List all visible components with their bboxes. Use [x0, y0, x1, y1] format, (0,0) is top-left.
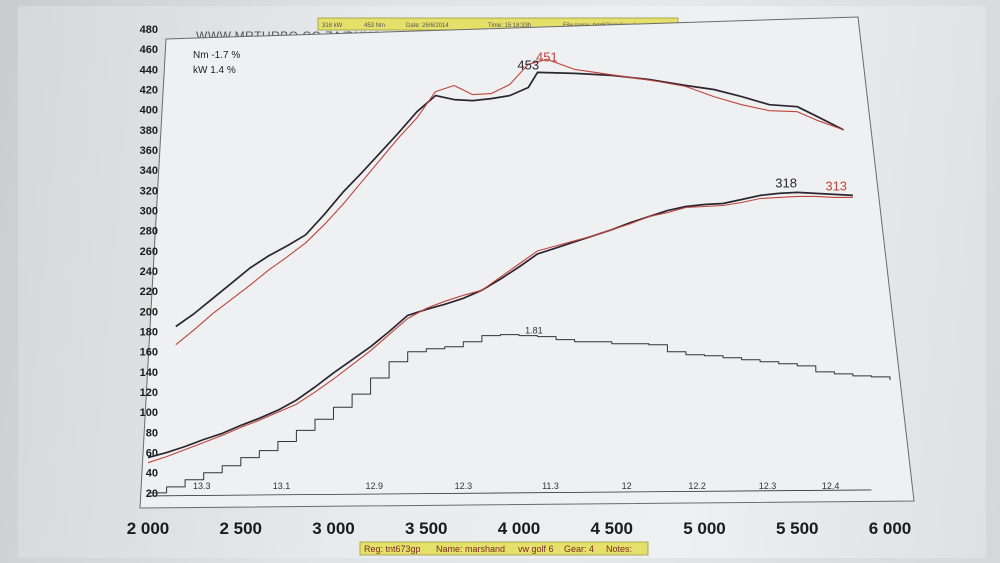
- y-tick-label: 140: [140, 367, 158, 379]
- plot-frame: [139, 16, 915, 509]
- x-tick-label: 4 500: [590, 519, 633, 538]
- power-line-run-a: [147, 191, 853, 459]
- y-tick-label: 200: [140, 306, 158, 318]
- y-tick-label: 420: [140, 85, 158, 97]
- dyno-chart: 318 kW 453 Nm Date: 26/6/2014 Time: 15:1…: [127, 16, 915, 556]
- x-tick-label: 3 000: [312, 519, 355, 538]
- peak-label: 318: [775, 175, 797, 190]
- series-layer: [147, 58, 891, 497]
- peak-label: 453: [517, 57, 539, 72]
- y-tick-label: 160: [140, 347, 158, 359]
- x-tick-label: 2 000: [127, 519, 170, 538]
- x-tick-label: 5 500: [776, 519, 819, 538]
- nm-diff-stat: Nm -1.7 %: [193, 50, 240, 61]
- kw-diff-stat: kW 1.4 %: [193, 65, 236, 76]
- footer-field: Gear: 4: [564, 544, 594, 554]
- header-field: 318 kW: [322, 23, 343, 29]
- y-tick-label: 460: [140, 44, 158, 56]
- y-tick-label: 440: [140, 64, 158, 76]
- header-field: Date: 26/6/2014: [406, 23, 449, 29]
- y-tick-label: 80: [146, 427, 158, 439]
- afr-label: 12: [622, 481, 632, 491]
- footer-field: vw golf 6: [518, 544, 554, 554]
- y-tick-label: 340: [140, 165, 158, 177]
- footer-field: Notes:: [606, 544, 632, 554]
- peak-label: 451: [536, 49, 558, 64]
- torque-line-run-a: [175, 71, 844, 328]
- header-field: Time: 15:18:33h: [488, 23, 531, 29]
- y-tick-label: 240: [140, 266, 158, 278]
- torque-line-run-b: [175, 58, 844, 346]
- x-tick-label: 6 000: [869, 519, 912, 538]
- y-tick-label: 480: [140, 24, 158, 36]
- afr-label: 12.3: [455, 481, 473, 491]
- x-tick-label: 2 500: [219, 519, 262, 538]
- afr-label: 12.4: [822, 481, 840, 491]
- x-tick-label: 3 500: [405, 519, 448, 538]
- y-tick-label: 320: [140, 185, 158, 197]
- power-line-run-b: [147, 195, 853, 464]
- dyno-printout: 318 kW 453 Nm Date: 26/6/2014 Time: 15:1…: [18, 6, 986, 558]
- y-tick-label: 380: [140, 125, 158, 137]
- y-tick-label: 60: [146, 448, 158, 460]
- footer-strip-bg: [359, 541, 649, 556]
- afr-label: 12.3: [759, 481, 777, 491]
- footer-strip: Reg: tnt673gp Name: marshand vw golf 6 G…: [359, 541, 649, 556]
- y-tick-label: 400: [140, 105, 158, 117]
- header-field: 453 Nm: [364, 23, 385, 29]
- afr-label: 13.1: [273, 481, 291, 491]
- y-tick-label: 180: [140, 327, 158, 339]
- boost-line: [148, 334, 891, 494]
- x-axis: 2 000 2 500 3 000 3 500 4 000 4 500 5 000 5 500…: [127, 519, 912, 538]
- y-tick-label: 360: [140, 145, 158, 157]
- afr-label: 12.2: [688, 481, 706, 491]
- footer-field: Name: marshand: [436, 544, 505, 554]
- afr-label: 11.3: [542, 481, 559, 491]
- afr-label: 13.3: [193, 481, 211, 491]
- peak-label: 313: [825, 178, 847, 193]
- afr-label: 12.9: [366, 481, 384, 491]
- y-tick-label: 260: [140, 246, 158, 258]
- y-tick-label: 120: [140, 387, 158, 399]
- y-tick-label: 100: [140, 407, 158, 419]
- y-tick-label: 280: [140, 226, 158, 238]
- y-tick-label: 220: [140, 286, 158, 298]
- y-tick-label: 300: [140, 206, 158, 218]
- y-tick-label: 40: [146, 468, 158, 480]
- y-tick-label: 20: [146, 488, 158, 500]
- boost-peak-label: 1.81: [525, 326, 543, 336]
- x-tick-label: 5 000: [683, 519, 726, 538]
- x-tick-label: 4 000: [498, 519, 541, 538]
- afr-line: [147, 489, 872, 497]
- footer-field: Reg: tnt673gp: [364, 544, 421, 554]
